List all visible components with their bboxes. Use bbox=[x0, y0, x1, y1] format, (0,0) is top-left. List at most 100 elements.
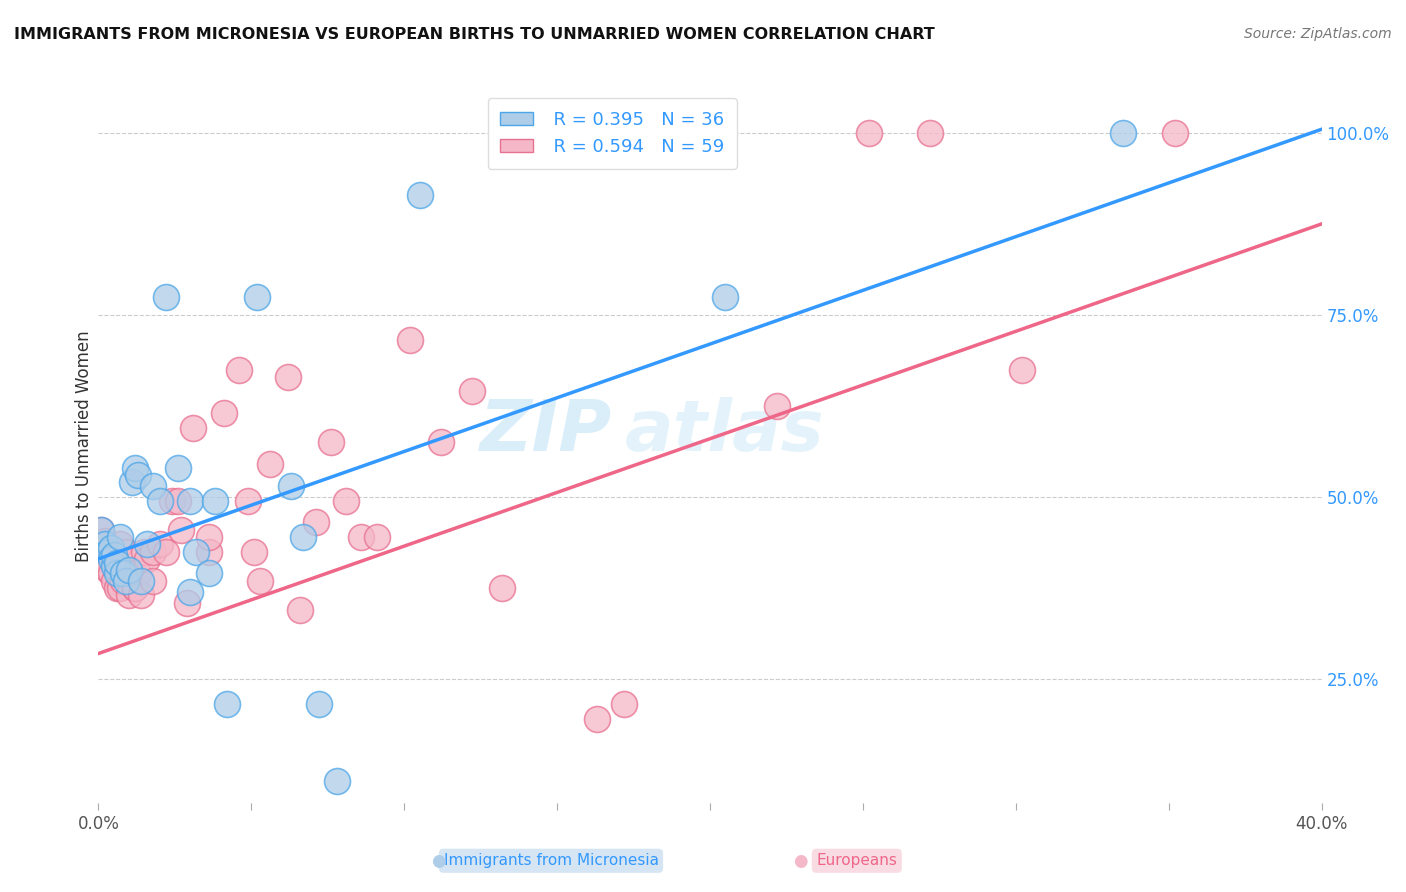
Point bbox=[326, 774, 349, 789]
Point bbox=[124, 581, 146, 595]
Point bbox=[766, 399, 789, 413]
Point bbox=[97, 563, 120, 577]
Point bbox=[97, 552, 120, 566]
Y-axis label: Births to Unmarried Women: Births to Unmarried Women bbox=[75, 330, 93, 562]
Point bbox=[136, 552, 159, 566]
Point bbox=[103, 574, 125, 588]
Point bbox=[108, 537, 131, 551]
Point bbox=[176, 596, 198, 610]
Text: Immigrants from Micronesia: Immigrants from Micronesia bbox=[443, 854, 658, 868]
Point bbox=[228, 362, 250, 376]
Point bbox=[238, 493, 260, 508]
Point bbox=[186, 544, 208, 558]
Point bbox=[460, 384, 482, 399]
Point bbox=[304, 516, 326, 530]
Point bbox=[155, 290, 177, 304]
Point bbox=[212, 406, 235, 420]
Text: ●: ● bbox=[432, 852, 446, 870]
Point bbox=[350, 530, 373, 544]
Point bbox=[121, 566, 143, 581]
Point bbox=[259, 457, 281, 471]
Point bbox=[160, 493, 183, 508]
Point bbox=[111, 566, 134, 581]
Point bbox=[129, 574, 152, 588]
Point bbox=[100, 544, 122, 558]
Point bbox=[399, 334, 422, 348]
Point bbox=[290, 603, 312, 617]
Point bbox=[105, 581, 128, 595]
Point bbox=[142, 544, 165, 558]
Point bbox=[111, 566, 134, 581]
Point bbox=[858, 126, 880, 140]
Point bbox=[179, 584, 201, 599]
Point bbox=[108, 581, 131, 595]
Point bbox=[97, 544, 120, 558]
Point bbox=[93, 537, 115, 551]
Point bbox=[1164, 126, 1187, 140]
Point bbox=[134, 544, 156, 558]
Point bbox=[149, 493, 172, 508]
Point bbox=[149, 537, 172, 551]
Point bbox=[249, 574, 271, 588]
Point bbox=[142, 479, 165, 493]
Point bbox=[136, 537, 159, 551]
Point bbox=[197, 530, 219, 544]
Point bbox=[105, 559, 128, 574]
Point bbox=[121, 475, 143, 490]
Point bbox=[111, 574, 134, 588]
Point bbox=[142, 574, 165, 588]
Point bbox=[179, 493, 201, 508]
Point bbox=[430, 435, 453, 450]
Point bbox=[129, 588, 152, 602]
Point bbox=[100, 552, 122, 566]
Point bbox=[90, 523, 112, 537]
Point bbox=[613, 698, 636, 712]
Point bbox=[103, 552, 125, 566]
Point bbox=[167, 493, 190, 508]
Point bbox=[93, 537, 115, 551]
Point bbox=[215, 698, 238, 712]
Point bbox=[181, 421, 204, 435]
Point bbox=[204, 493, 226, 508]
Point bbox=[197, 544, 219, 558]
Point bbox=[118, 563, 141, 577]
Point bbox=[366, 530, 388, 544]
Point bbox=[90, 523, 112, 537]
Point bbox=[105, 566, 128, 581]
Point bbox=[408, 187, 430, 202]
Point bbox=[491, 581, 513, 595]
Point bbox=[103, 559, 125, 574]
Text: IMMIGRANTS FROM MICRONESIA VS EUROPEAN BIRTHS TO UNMARRIED WOMEN CORRELATION CHA: IMMIGRANTS FROM MICRONESIA VS EUROPEAN B… bbox=[14, 27, 935, 42]
Point bbox=[115, 544, 138, 558]
Point bbox=[124, 581, 146, 595]
Point bbox=[124, 460, 146, 475]
Point bbox=[243, 544, 266, 558]
Point bbox=[308, 698, 330, 712]
Legend:   R = 0.395   N = 36,   R = 0.594   N = 59: R = 0.395 N = 36, R = 0.594 N = 59 bbox=[488, 98, 737, 169]
Point bbox=[246, 290, 269, 304]
Point bbox=[277, 369, 299, 384]
Point bbox=[115, 574, 138, 588]
Point bbox=[292, 530, 315, 544]
Point bbox=[280, 479, 302, 493]
Point bbox=[1011, 362, 1033, 376]
Text: atlas: atlas bbox=[624, 397, 824, 467]
Point bbox=[197, 566, 219, 581]
Text: ZIP: ZIP bbox=[479, 397, 612, 467]
Point bbox=[108, 530, 131, 544]
Point bbox=[586, 712, 609, 726]
Point bbox=[100, 566, 122, 581]
Point bbox=[714, 290, 737, 304]
Point bbox=[1112, 126, 1135, 140]
Text: Source: ZipAtlas.com: Source: ZipAtlas.com bbox=[1244, 27, 1392, 41]
Point bbox=[335, 493, 357, 508]
Text: ●: ● bbox=[793, 852, 808, 870]
Point bbox=[118, 588, 141, 602]
Point bbox=[127, 566, 149, 581]
Text: Europeans: Europeans bbox=[817, 854, 897, 868]
Point bbox=[127, 468, 149, 483]
Point bbox=[155, 544, 177, 558]
Point bbox=[105, 556, 128, 570]
Point bbox=[100, 541, 122, 555]
Point bbox=[167, 460, 190, 475]
